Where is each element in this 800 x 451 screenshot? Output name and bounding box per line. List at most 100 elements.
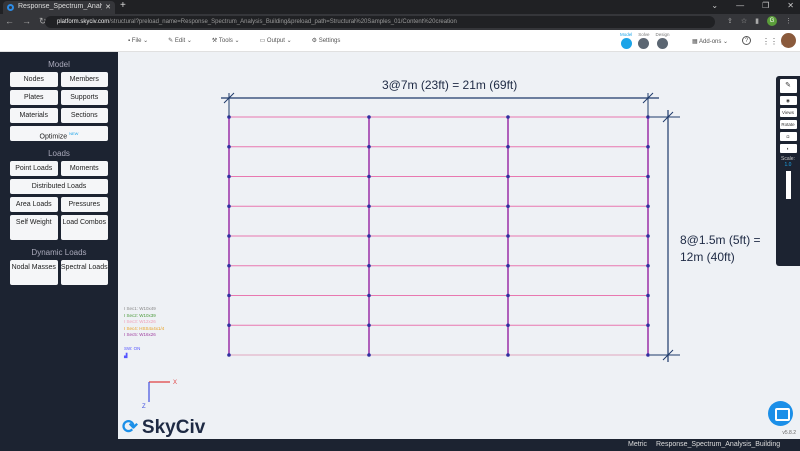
distributed-loads-button[interactable]: Distributed Loads — [10, 179, 108, 194]
menu-tools[interactable]: ⚒ Tools ⌄ — [211, 38, 240, 44]
self-weight-button[interactable]: Self Weight — [10, 215, 58, 240]
sidepanel-icon[interactable]: ▮ — [755, 18, 759, 25]
dimension-vertical: 8@1.5m (5ft) = 12m (40ft) — [680, 233, 761, 264]
node[interactable] — [367, 323, 371, 328]
dim-tick — [662, 349, 674, 361]
plates-button[interactable]: Plates — [10, 90, 58, 105]
menu-settings[interactable]: ⚙ Settings — [311, 38, 341, 44]
profile-avatar[interactable]: G — [767, 16, 777, 26]
node[interactable] — [367, 204, 371, 209]
menu-edit[interactable]: ✎ Edit ⌄ — [168, 38, 192, 44]
camera-icon[interactable]: ◘ — [779, 132, 797, 141]
node[interactable] — [227, 293, 231, 298]
node[interactable] — [227, 323, 231, 328]
user-avatar[interactable] — [781, 33, 796, 48]
bookmark-star-icon[interactable]: ☆ — [740, 18, 748, 25]
units-label[interactable]: Metric — [628, 441, 648, 448]
menu-file[interactable]: ▪ File ⌄ — [128, 38, 149, 44]
skyciv-logo: ⟳ SkyCiv — [122, 416, 206, 439]
dim-tick — [642, 92, 654, 104]
minimize-icon[interactable]: — — [736, 1, 745, 10]
node[interactable] — [506, 353, 510, 357]
node[interactable] — [646, 353, 650, 357]
node[interactable] — [646, 234, 650, 238]
node[interactable] — [506, 293, 510, 298]
moments-button[interactable]: Moments — [60, 161, 108, 176]
restore-icon[interactable]: ❐ — [762, 1, 770, 10]
node[interactable] — [227, 263, 231, 268]
spectral-loads-button[interactable]: Spectral Loads — [60, 260, 108, 285]
views-button[interactable]: Views — [779, 108, 797, 117]
node[interactable] — [646, 174, 650, 179]
node[interactable] — [367, 115, 371, 119]
node[interactable] — [506, 174, 510, 179]
app-topbar: ▪ File ⌄ ✎ Edit ⌄ ⚒ Tools ⌄ ▭ Output ⌄ ⚙… — [0, 30, 800, 52]
step-design[interactable]: Design — [656, 32, 670, 49]
materials-button[interactable]: Materials — [10, 108, 58, 123]
node[interactable] — [506, 204, 510, 209]
section-title-model: Model — [48, 60, 70, 69]
node[interactable] — [227, 234, 231, 238]
node[interactable] — [506, 144, 510, 149]
new-tab-button[interactable]: + — [120, 0, 126, 11]
render-icon[interactable]: ◐ — [779, 144, 797, 153]
node[interactable] — [227, 353, 231, 357]
model-name: Response_Spectrum_Analysis_Building — [656, 441, 781, 448]
share-icon[interactable]: ⇪ — [726, 18, 733, 25]
browser-menu-icon[interactable]: ⋮ — [785, 18, 792, 25]
node[interactable] — [506, 115, 510, 119]
forward-icon[interactable]: → — [22, 16, 31, 26]
load-combos-button[interactable]: Load Combos — [60, 215, 108, 240]
back-icon[interactable]: ← — [5, 16, 14, 26]
node[interactable] — [506, 263, 510, 268]
help-icon[interactable]: ? — [742, 36, 751, 45]
scale-slider[interactable] — [785, 171, 791, 199]
model-viewport[interactable]: XZ — [118, 52, 800, 439]
tab-search-icon[interactable]: ⌄ — [711, 1, 719, 10]
node[interactable] — [367, 144, 371, 149]
node[interactable] — [367, 234, 371, 238]
legend-item: I Sec5: W16x26 — [124, 332, 156, 337]
close-window-icon[interactable]: ✕ — [787, 1, 794, 10]
step-model[interactable]: Model — [620, 32, 632, 49]
step-solve[interactable]: Solve — [638, 32, 650, 49]
node[interactable] — [506, 234, 510, 238]
menu-output[interactable]: ▭ Output ⌄ — [259, 38, 292, 44]
node[interactable] — [367, 263, 371, 268]
sections-button[interactable]: Sections — [60, 108, 108, 123]
url-input[interactable]: platform.skyciv.com/structural?preload_n… — [45, 16, 715, 28]
pencil-icon[interactable]: ✎ — [779, 79, 797, 93]
supports-button[interactable]: Supports — [60, 90, 108, 105]
optimize-button[interactable]: Optimize NEW — [10, 126, 108, 141]
eye-icon[interactable]: ◉ — [779, 96, 797, 105]
node[interactable] — [506, 323, 510, 328]
nodal-masses-button[interactable]: Nodal Masses — [10, 260, 58, 285]
reload-icon[interactable]: ↻ — [39, 16, 47, 26]
area-loads-button[interactable]: Area Loads — [10, 197, 58, 212]
x-axis-label: X — [173, 380, 177, 386]
chat-button[interactable] — [768, 401, 793, 426]
node[interactable] — [646, 144, 650, 149]
node[interactable] — [367, 353, 371, 357]
self-weight-icon: ▟ — [124, 353, 128, 358]
nodes-button[interactable]: Nodes — [10, 72, 58, 87]
node[interactable] — [646, 293, 650, 298]
close-tab-icon[interactable]: ✕ — [105, 4, 111, 11]
view-toolbar: ✎ ◉ Views Rotate ◘ ◐ Scale: 1.0 — [776, 76, 800, 266]
addons-menu[interactable]: ▦ Add-ons ⌄ — [692, 39, 729, 45]
node[interactable] — [646, 204, 650, 209]
members-button[interactable]: Members — [60, 72, 108, 87]
node[interactable] — [227, 204, 231, 209]
self-weight-indicator: SW: ON ▟ — [124, 346, 141, 358]
node[interactable] — [227, 174, 231, 179]
node[interactable] — [367, 174, 371, 179]
browser-tab[interactable]: Response_Spectrum_Analysis_Bu✕ — [3, 1, 115, 14]
node[interactable] — [646, 263, 650, 268]
node[interactable] — [227, 144, 231, 149]
apps-grid-icon[interactable]: ⋮⋮⋮ — [762, 37, 786, 46]
point-loads-button[interactable]: Point Loads — [10, 161, 58, 176]
pressures-button[interactable]: Pressures — [60, 197, 108, 212]
node[interactable] — [367, 293, 371, 298]
rotate-button[interactable]: Rotate — [779, 120, 797, 129]
node[interactable] — [646, 323, 650, 328]
